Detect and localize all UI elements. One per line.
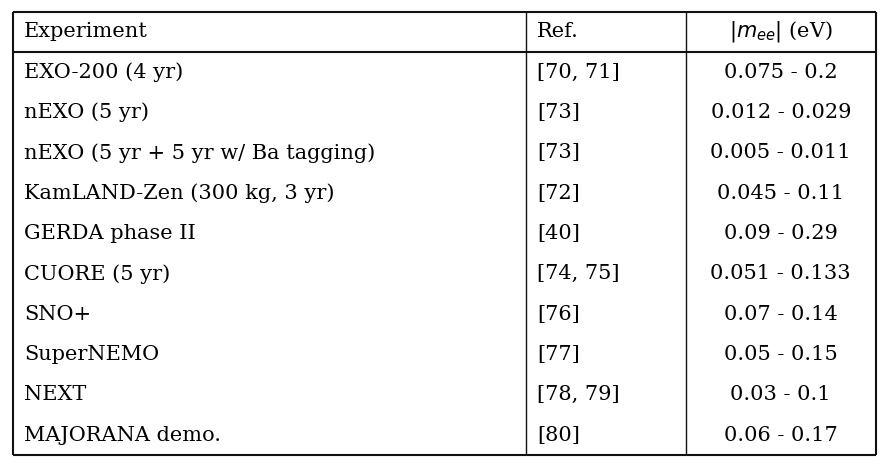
Text: MAJORANA demo.: MAJORANA demo. xyxy=(24,425,221,445)
Text: [74, 75]: [74, 75] xyxy=(537,264,620,283)
Text: 0.075 - 0.2: 0.075 - 0.2 xyxy=(724,63,837,82)
Text: [77]: [77] xyxy=(537,345,580,364)
Text: GERDA phase II: GERDA phase II xyxy=(24,224,196,243)
Text: EXO-200 (4 yr): EXO-200 (4 yr) xyxy=(24,62,183,82)
Text: KamLAND-Zen (300 kg, 3 yr): KamLAND-Zen (300 kg, 3 yr) xyxy=(24,184,334,203)
Text: 0.05 - 0.15: 0.05 - 0.15 xyxy=(724,345,837,364)
Text: [78, 79]: [78, 79] xyxy=(537,385,620,404)
Text: [72]: [72] xyxy=(537,184,580,203)
Text: [73]: [73] xyxy=(537,103,580,122)
Text: 0.09 - 0.29: 0.09 - 0.29 xyxy=(724,224,837,243)
Text: Ref.: Ref. xyxy=(537,22,579,42)
Text: nEXO (5 yr + 5 yr w/ Ba tagging): nEXO (5 yr + 5 yr w/ Ba tagging) xyxy=(24,143,375,163)
Text: $|m_{ee}|$ (eV): $|m_{ee}|$ (eV) xyxy=(729,19,833,44)
Text: 0.012 - 0.029: 0.012 - 0.029 xyxy=(710,103,851,122)
Text: 0.07 - 0.14: 0.07 - 0.14 xyxy=(724,304,837,324)
Text: 0.03 - 0.1: 0.03 - 0.1 xyxy=(731,385,831,404)
Text: NEXT: NEXT xyxy=(24,385,86,404)
Text: 0.045 - 0.11: 0.045 - 0.11 xyxy=(717,184,845,203)
Text: SuperNEMO: SuperNEMO xyxy=(24,345,159,364)
Text: [80]: [80] xyxy=(537,425,580,445)
Text: nEXO (5 yr): nEXO (5 yr) xyxy=(24,103,149,122)
Text: 0.005 - 0.011: 0.005 - 0.011 xyxy=(710,143,851,163)
Text: 0.06 - 0.17: 0.06 - 0.17 xyxy=(724,425,837,445)
Text: SNO+: SNO+ xyxy=(24,304,92,324)
Text: Experiment: Experiment xyxy=(24,22,148,42)
Text: 0.051 - 0.133: 0.051 - 0.133 xyxy=(710,264,851,283)
Text: [76]: [76] xyxy=(537,304,580,324)
Text: CUORE (5 yr): CUORE (5 yr) xyxy=(24,264,171,283)
Text: [70, 71]: [70, 71] xyxy=(537,63,620,82)
Text: [40]: [40] xyxy=(537,224,580,243)
Text: [73]: [73] xyxy=(537,143,580,163)
